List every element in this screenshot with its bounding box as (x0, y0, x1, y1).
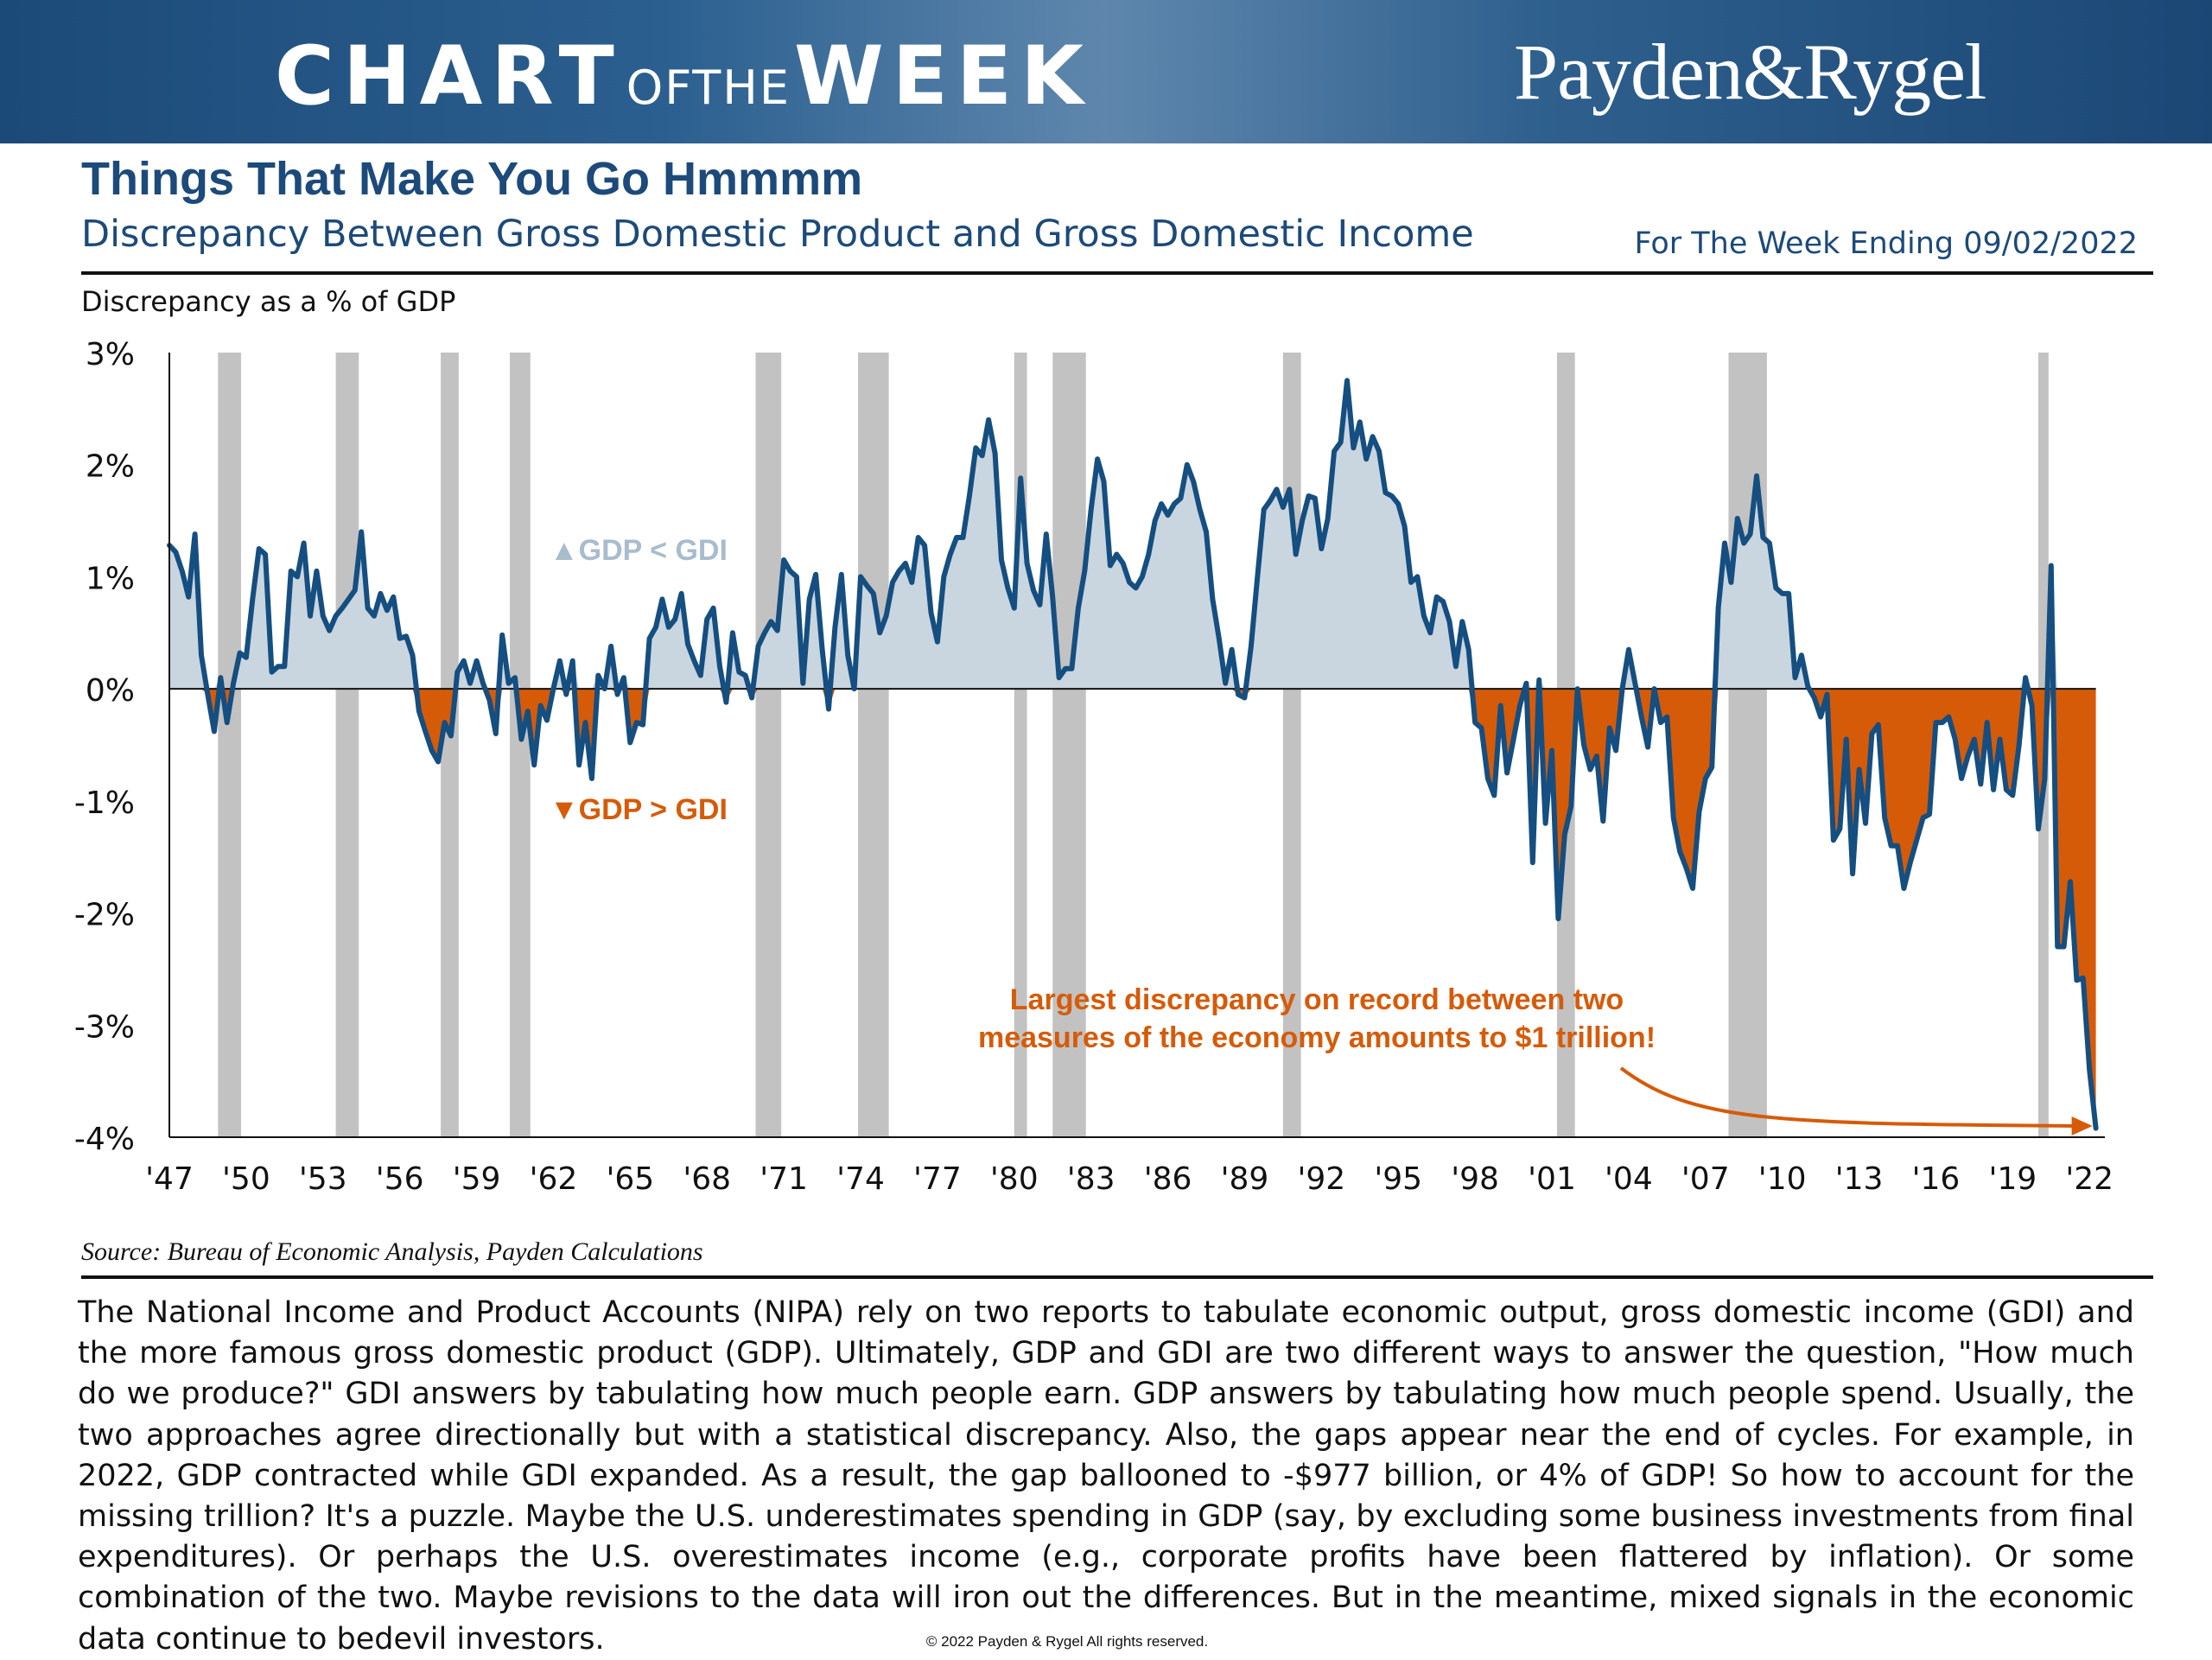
y-tick-label: -1% (74, 785, 135, 821)
recession-band-0 (218, 353, 241, 1137)
x-tick-label: '07 (1681, 1161, 1730, 1197)
recession-band-2 (441, 353, 459, 1137)
discrepancy-chart: 3%2%1%0%-1%-2%-3%-4% '47'50'53'56'59'62 '… (74, 337, 2113, 1197)
y-tick-label: 1% (86, 561, 135, 596)
x-tick-label: '98 (1451, 1161, 1499, 1197)
positive-area (169, 380, 2096, 690)
logo-part-week: WEEK (794, 29, 1092, 124)
x-tick-label: '22 (2065, 1161, 2113, 1197)
y-tick-label: 2% (86, 449, 135, 485)
x-tick-label: '16 (1912, 1161, 1961, 1197)
x-tick-label: '80 (990, 1161, 1039, 1197)
x-tick-label: '19 (1988, 1161, 2037, 1197)
recession-band-7 (1052, 353, 1086, 1137)
x-tick-label: '10 (1758, 1161, 1807, 1197)
gdp-less-than-gdi-label: ▲GDP < GDI (550, 534, 728, 567)
callout-arrow (1619, 1066, 2077, 1128)
y-tick-labels: 3% 2% 1% 0% -1% -2% -3% -4% (74, 337, 135, 1157)
header-banner: CHART OFTHE WEEK Payden&Rygel (0, 0, 2212, 143)
x-tick-label: '86 (1144, 1161, 1192, 1197)
recession-band-6 (1014, 353, 1027, 1137)
x-tick-label: '56 (376, 1161, 424, 1197)
recession-band-1 (335, 353, 359, 1137)
x-tick-label: '50 (222, 1161, 270, 1197)
callout-line-1: Largest discrepancy on record between tw… (1010, 983, 1624, 1016)
logo-part-chart: CHART (275, 29, 623, 124)
recession-band-8 (1282, 353, 1301, 1137)
x-tick-label: '71 (760, 1161, 808, 1197)
x-tick-label: '92 (1297, 1161, 1345, 1197)
y-tick-label: 3% (86, 337, 135, 372)
x-tick-label: '95 (1374, 1161, 1422, 1197)
x-tick-label: '59 (453, 1161, 501, 1197)
recession-band-10 (1728, 353, 1767, 1137)
callout-line-2: measures of the economy amounts to $1 tr… (978, 1021, 1656, 1054)
x-tick-label: '04 (1605, 1161, 1653, 1197)
recession-band-5 (858, 353, 889, 1137)
series-line (167, 378, 2099, 1131)
x-tick-label: '65 (606, 1161, 654, 1197)
negative-area (169, 689, 2096, 1129)
chart-of-the-week-logo: CHART OFTHE WEEK (275, 29, 1092, 124)
y-axis-title: Discrepancy as a % of GDP (81, 285, 456, 318)
recession-bands (218, 353, 2049, 1137)
commentary-text: The National Income and Product Accounts… (78, 1295, 2134, 1657)
x-tick-label: '77 (913, 1161, 962, 1197)
x-tick-label: '74 (836, 1161, 885, 1197)
x-tick-labels: '47 '50 '53 '56 '59 '62 '65 '68 '71 '74 '77 '80 '83 '… (145, 1161, 2113, 1197)
subheadline: Discrepancy Between Gross Domestic Produ… (81, 213, 1474, 256)
x-tick-label: '53 (299, 1161, 347, 1197)
x-tick-label: '83 (1067, 1161, 1116, 1197)
y-tick-label: -4% (74, 1122, 135, 1157)
copyright: © 2022 Payden & Rygel All rights reserve… (925, 1633, 1209, 1650)
x-tick-label: '01 (1528, 1161, 1576, 1197)
y-tick-label: 0% (86, 673, 135, 709)
x-tick-label: '47 (145, 1161, 194, 1197)
callout-arrowhead (2071, 1116, 2093, 1135)
recession-band-4 (755, 353, 782, 1137)
x-tick-label: '89 (1221, 1161, 1269, 1197)
x-tick-label: '62 (530, 1161, 578, 1197)
y-tick-label: -3% (74, 1009, 135, 1045)
y-tick-label: -2% (74, 898, 135, 933)
x-tick-label: '13 (1835, 1161, 1884, 1197)
x-tick-label: '68 (683, 1161, 731, 1197)
source-note: Source: Bureau of Economic Analysis, Pay… (81, 1237, 703, 1266)
brand-logo: Payden&Rygel (1514, 28, 1986, 116)
headline: Things That Make You Go Hmmmm (81, 153, 863, 205)
top-divider (81, 271, 2153, 275)
bottom-divider (81, 1275, 2153, 1279)
week-ending: For The Week Ending 09/02/2022 (1634, 226, 2138, 261)
recession-band-3 (510, 353, 531, 1137)
gdp-greater-than-gdi-label: ▼GDP > GDI (550, 793, 728, 826)
logo-part-ofthe: OFTHE (626, 60, 791, 115)
